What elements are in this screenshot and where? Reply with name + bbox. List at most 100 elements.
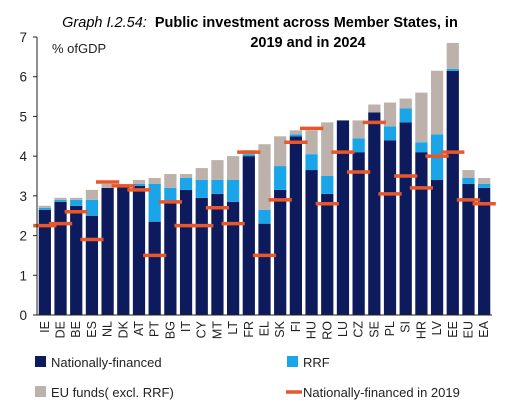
bar-rrf-mt	[211, 179, 224, 194]
bar-nationally-financed-mt	[211, 193, 224, 315]
bar-eu-funds-excl-rrf--sk	[274, 136, 287, 167]
bar-nationally-financed-lv	[430, 179, 444, 315]
bar-rrf-pt	[148, 183, 161, 222]
bar-eu-funds-excl-rrf--be	[70, 197, 83, 200]
bar-nationally-financed-fr	[242, 156, 255, 315]
y-tick-label: 2	[19, 229, 27, 244]
x-tick-label: CY	[195, 320, 209, 338]
x-tick-label: EU	[461, 321, 475, 338]
bar-rrf-it	[179, 177, 193, 190]
bar-nationally-financed-ro	[321, 193, 334, 315]
bar-nationally-financed-hr	[415, 152, 428, 315]
bar-nationally-financed-eu	[462, 183, 475, 315]
x-tick-label: CZ	[352, 321, 366, 338]
bar-nationally-financed-pt	[148, 221, 161, 315]
bar-nationally-financed-nl	[101, 187, 114, 315]
x-tick-label: LT	[226, 321, 240, 335]
legend-swatch-eu-funds-excl-rrf	[35, 386, 46, 397]
x-tick-label: SE	[367, 321, 381, 338]
x-tick-label: SK	[273, 320, 287, 337]
y-tick-label: 3	[19, 189, 27, 204]
legend-label-rrf: RRF	[303, 355, 330, 370]
bar-eu-funds-excl-rrf--si	[399, 98, 412, 109]
bar-nationally-financed-si	[399, 122, 412, 315]
bar-rrf-ee	[446, 68, 459, 71]
bar-nationally-financed-hu	[305, 170, 318, 315]
x-tick-label: DK	[116, 320, 130, 338]
bar-rrf-ro	[321, 176, 334, 194]
y-axis-unit-label: % ofGDP	[52, 41, 106, 56]
x-tick-label: BE	[69, 321, 83, 338]
x-tick-label: FR	[242, 321, 256, 338]
bar-eu-funds-excl-rrf--el	[258, 144, 271, 210]
x-tick-label: HR	[414, 321, 428, 339]
bar-eu-funds-excl-rrf--cz	[352, 120, 365, 139]
bar-rrf-cy	[195, 179, 208, 198]
bar-eu-funds-excl-rrf--lv	[430, 70, 444, 135]
bar-rrf-de	[54, 199, 67, 202]
bar-nationally-financed-el	[258, 223, 271, 315]
bar-eu-funds-excl-rrf--ea	[478, 177, 491, 184]
bar-eu-funds-excl-rrf--se	[368, 104, 381, 113]
x-tick-label: AT	[132, 321, 146, 336]
bar-rrf-lt	[227, 179, 240, 202]
bar-rrf-cz	[352, 138, 365, 153]
legend: Nationally-financed RRF EU funds( excl. RR…	[35, 355, 460, 400]
bar-eu-funds-excl-rrf--fi	[289, 130, 302, 135]
bar-eu-funds-excl-rrf--lt	[227, 156, 240, 180]
chart-title-line2: 2019 and in 2024	[250, 35, 365, 51]
bar-rrf-be	[70, 199, 83, 206]
bar-rrf-fi	[289, 134, 302, 137]
y-tick-label: 0	[19, 308, 27, 323]
bar-rrf-bg	[164, 187, 177, 202]
bar-eu-funds-excl-rrf--eu	[462, 170, 475, 178]
bar-eu-funds-excl-rrf--cy	[195, 168, 208, 180]
bar-nationally-financed-bg	[164, 201, 177, 315]
bar-eu-funds-excl-rrf--at	[132, 179, 146, 184]
bar-rrf-si	[399, 108, 412, 123]
bar-eu-funds-excl-rrf--es	[85, 189, 99, 200]
x-tick-label: EA	[477, 320, 491, 337]
bar-nationally-financed-be	[70, 205, 83, 315]
x-tick-label: PT	[148, 321, 162, 337]
bar-rrf-sk	[274, 166, 287, 190]
x-tick-label: FI	[289, 321, 303, 332]
x-tick-label: BG	[163, 321, 177, 339]
bar-nationally-financed-lt	[227, 201, 240, 315]
chart-title-prefix: Graph I.2.54:	[62, 15, 147, 31]
chart-title: Graph I.2.54: Public investment across M…	[62, 15, 458, 31]
y-tick-label: 6	[19, 70, 27, 85]
bar-rrf-hr	[415, 142, 428, 153]
bar-nationally-financed-dk	[117, 185, 130, 315]
y-tick-label: 4	[19, 149, 27, 164]
y-axis: 0 1 2 3 4 5 6 7	[19, 30, 38, 323]
x-tick-label: RO	[320, 321, 334, 340]
legend-label-eu-funds-excl-rrf: EU funds( excl. RRF)	[51, 385, 174, 400]
x-tick-label: DE	[54, 321, 68, 338]
y-tick-label: 7	[19, 30, 27, 45]
bar-eu-funds-excl-rrf--hu	[305, 130, 318, 155]
x-tick-label: EE	[446, 321, 460, 338]
bar-nationally-financed-lu	[336, 120, 350, 316]
plot-area	[33, 42, 496, 316]
bar-eu-funds-excl-rrf--nl	[101, 183, 114, 188]
bar-rrf-fr	[242, 154, 255, 157]
x-tick-label: IT	[179, 321, 193, 332]
x-tick-label: NL	[101, 321, 115, 337]
legend-label-nationally-financed-in-2019: Nationally-financed in 2019	[303, 385, 460, 400]
bar-nationally-financed-pl	[383, 140, 397, 315]
bar-eu-funds-excl-rrf--pt	[148, 177, 161, 184]
legend-swatch-nationally-financed	[35, 356, 46, 367]
x-tick-label: SI	[399, 321, 413, 333]
bar-eu-funds-excl-rrf--it	[179, 174, 193, 178]
bar-nationally-financed-cy	[195, 197, 208, 315]
legend-label-nationally-financed: Nationally-financed	[51, 355, 162, 370]
bar-rrf-ie	[38, 207, 51, 210]
x-tick-label: EL	[258, 321, 272, 336]
y-tick-label: 5	[19, 109, 27, 124]
bar-nationally-financed-ea	[478, 187, 491, 315]
bar-nationally-financed-cz	[352, 152, 365, 315]
bar-eu-funds-excl-rrf--mt	[211, 160, 224, 180]
x-tick-label: MT	[210, 321, 224, 339]
